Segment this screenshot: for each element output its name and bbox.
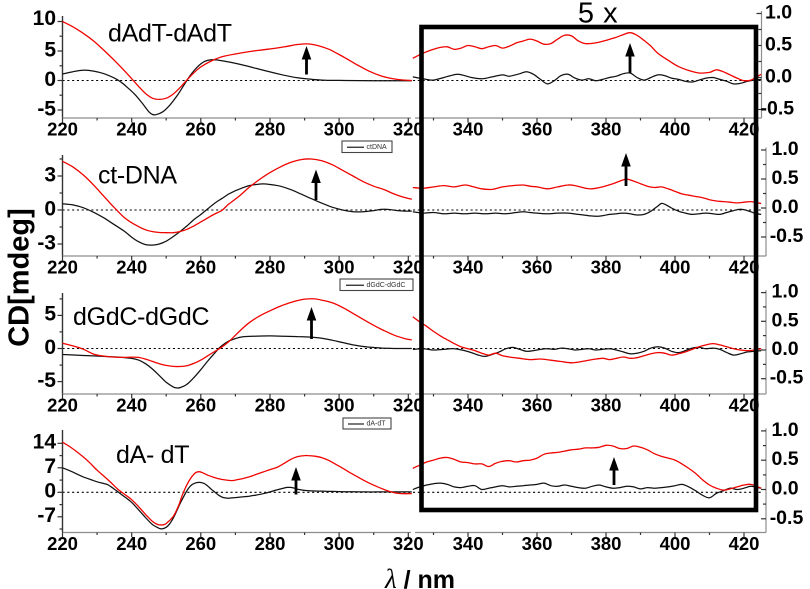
svg-text:14: 14: [33, 431, 57, 454]
svg-text:280: 280: [255, 395, 286, 416]
svg-text:3: 3: [44, 163, 56, 186]
svg-text:260: 260: [185, 533, 216, 554]
svg-text:240: 240: [116, 119, 147, 140]
svg-text:ctDNA: ctDNA: [367, 144, 388, 151]
svg-text:dA-dT: dA-dT: [367, 421, 387, 428]
svg-text:300: 300: [324, 395, 355, 416]
svg-text:420: 420: [729, 533, 760, 554]
svg-text:320: 320: [393, 395, 424, 416]
svg-text:0.5: 0.5: [765, 34, 792, 56]
svg-text:-7: -7: [37, 504, 56, 527]
svg-text:340: 340: [453, 395, 484, 416]
svg-text:400: 400: [660, 395, 691, 416]
svg-text:260: 260: [185, 257, 216, 278]
svg-text:0: 0: [44, 68, 56, 91]
svg-text:420: 420: [729, 257, 760, 278]
svg-text:5 x: 5 x: [578, 0, 618, 30]
svg-text:320: 320: [393, 257, 424, 278]
svg-text:-0.5: -0.5: [770, 507, 804, 529]
svg-text:400: 400: [660, 119, 691, 140]
svg-text:0.0: 0.0: [772, 338, 799, 360]
svg-text:360: 360: [522, 395, 553, 416]
svg-text:0.5: 0.5: [772, 448, 799, 470]
svg-text:360: 360: [522, 119, 553, 140]
svg-text:380: 380: [591, 119, 622, 140]
svg-text:dAdT-dAdT: dAdT-dAdT: [108, 20, 232, 48]
svg-text:320: 320: [393, 119, 424, 140]
svg-text:5: 5: [44, 303, 56, 326]
svg-text:360: 360: [522, 533, 553, 554]
svg-text:340: 340: [453, 533, 484, 554]
svg-text:0: 0: [44, 480, 56, 503]
svg-text:420: 420: [729, 119, 760, 140]
svg-text:0: 0: [44, 197, 56, 220]
svg-text:10: 10: [33, 7, 56, 30]
svg-text:320: 320: [393, 533, 424, 554]
svg-text:1.0: 1.0: [772, 281, 799, 303]
svg-text:-0.5: -0.5: [770, 225, 804, 247]
svg-text:CD[mdeg]: CD[mdeg]: [4, 208, 36, 347]
svg-text:380: 380: [591, 395, 622, 416]
svg-text:300: 300: [324, 257, 355, 278]
svg-text:dA- dT: dA- dT: [116, 441, 189, 469]
svg-text:dGdC-dGdC: dGdC-dGdC: [367, 282, 406, 289]
svg-text:400: 400: [660, 257, 691, 278]
svg-text:240: 240: [116, 533, 147, 554]
svg-text:400: 400: [660, 533, 691, 554]
svg-text:-5: -5: [37, 97, 56, 120]
svg-text:1.0: 1.0: [765, 2, 792, 24]
svg-text:300: 300: [324, 533, 355, 554]
svg-text:280: 280: [255, 119, 286, 140]
svg-text:220: 220: [47, 257, 78, 278]
svg-text:220: 220: [47, 395, 78, 416]
svg-text:0.5: 0.5: [772, 167, 799, 189]
svg-text:280: 280: [255, 257, 286, 278]
svg-text:240: 240: [116, 257, 147, 278]
svg-text:220: 220: [47, 119, 78, 140]
svg-text:0.5: 0.5: [772, 309, 799, 331]
svg-text:300: 300: [324, 119, 355, 140]
svg-text:1.0: 1.0: [772, 419, 799, 441]
svg-text:ct-DNA: ct-DNA: [98, 162, 177, 190]
svg-text:dGdC-dGdC: dGdC-dGdC: [73, 303, 209, 331]
svg-text:-5: -5: [37, 369, 56, 392]
svg-text:360: 360: [522, 257, 553, 278]
svg-text:420: 420: [729, 395, 760, 416]
svg-text:240: 240: [116, 395, 147, 416]
svg-text:260: 260: [185, 395, 216, 416]
svg-text:380: 380: [591, 533, 622, 554]
svg-text:7: 7: [44, 455, 56, 478]
svg-text:0: 0: [44, 336, 56, 359]
svg-text:0.0: 0.0: [765, 66, 792, 88]
svg-text:-0.5: -0.5: [761, 98, 795, 120]
svg-text:-3: -3: [37, 231, 56, 254]
svg-text:1.0: 1.0: [772, 138, 799, 160]
svg-text:220: 220: [47, 533, 78, 554]
svg-text:380: 380: [591, 257, 622, 278]
svg-text:260: 260: [185, 119, 216, 140]
svg-text:-0.5: -0.5: [770, 367, 804, 389]
svg-text:340: 340: [453, 257, 484, 278]
svg-text:λ / nm: λ / nm: [384, 564, 455, 589]
svg-text:5: 5: [44, 38, 56, 61]
svg-text:0.0: 0.0: [772, 196, 799, 218]
svg-text:340: 340: [453, 119, 484, 140]
svg-text:0.0: 0.0: [772, 478, 799, 500]
svg-text:280: 280: [255, 533, 286, 554]
